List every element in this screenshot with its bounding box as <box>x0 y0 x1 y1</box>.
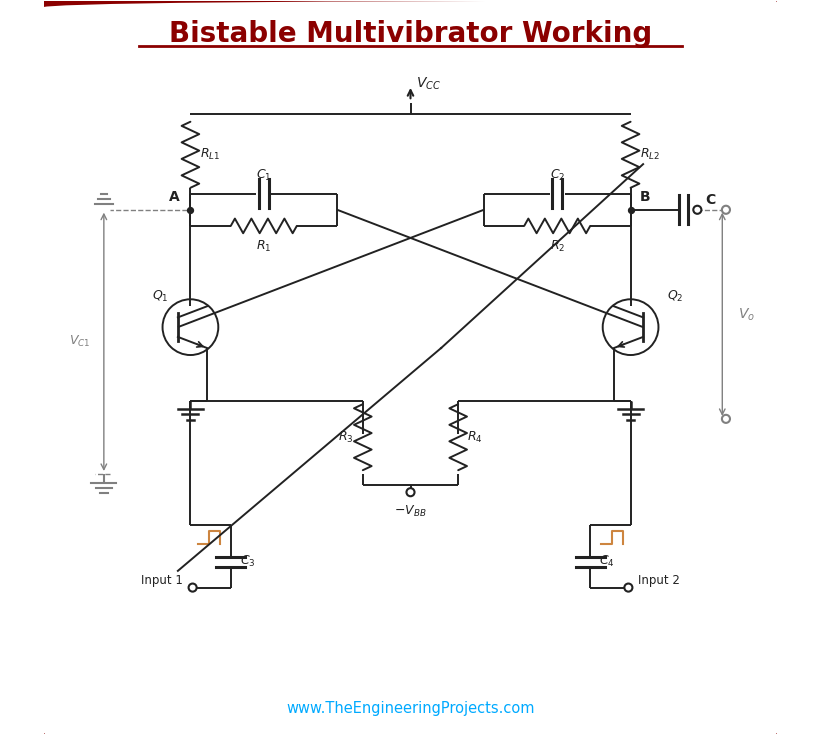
Text: $-V_{BB}$: $-V_{BB}$ <box>394 504 427 519</box>
Text: $V_o$: $V_o$ <box>738 306 755 323</box>
Point <box>184 204 197 215</box>
Circle shape <box>189 584 197 592</box>
Circle shape <box>406 488 415 496</box>
Circle shape <box>693 206 701 214</box>
Text: $R_2$: $R_2$ <box>549 239 565 254</box>
Text: Bistable Multivibrator Working: Bistable Multivibrator Working <box>169 20 652 48</box>
Text: $V_{C1}$: $V_{C1}$ <box>69 334 90 349</box>
Text: $R_{L1}$: $R_{L1}$ <box>200 147 220 162</box>
Text: $Q_1$: $Q_1$ <box>152 289 169 304</box>
Text: $Q_2$: $Q_2$ <box>667 289 684 304</box>
Text: C: C <box>705 193 716 207</box>
Text: $C_1$: $C_1$ <box>256 168 272 182</box>
Text: B: B <box>640 190 651 204</box>
Text: $V_{CC}$: $V_{CC}$ <box>416 76 442 92</box>
Point <box>624 204 637 215</box>
Text: www.TheEngineeringProjects.com: www.TheEngineeringProjects.com <box>287 701 534 716</box>
Text: $R_4$: $R_4$ <box>467 430 483 445</box>
Circle shape <box>722 415 730 423</box>
Circle shape <box>722 206 730 214</box>
Text: $C_3$: $C_3$ <box>240 554 255 570</box>
Text: $R_3$: $R_3$ <box>337 430 353 445</box>
Text: $C_4$: $C_4$ <box>599 554 615 570</box>
Text: $C_2$: $C_2$ <box>549 168 565 182</box>
Text: $R_{L2}$: $R_{L2}$ <box>640 147 660 162</box>
Text: Input 1: Input 1 <box>141 574 183 587</box>
Text: Input 2: Input 2 <box>638 574 680 587</box>
Text: A: A <box>168 190 180 204</box>
Circle shape <box>624 584 632 592</box>
Text: $R_1$: $R_1$ <box>256 239 272 254</box>
